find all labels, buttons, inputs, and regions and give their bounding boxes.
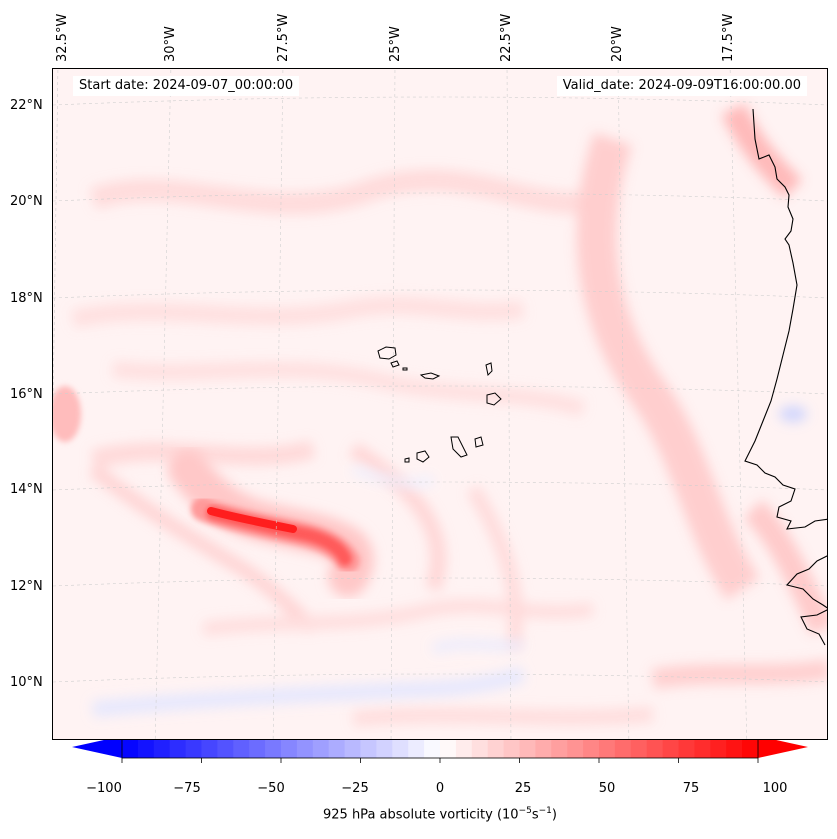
lon-tick-20w: 20°W [610,26,625,62]
colorbar-segment [519,740,536,758]
colorbar-segment [678,740,695,758]
colorbar-segment [487,740,505,758]
lon-tick-25w: 25°W [388,26,403,62]
colorbar-segment [614,740,632,758]
colorbar-segment [567,740,584,758]
weak-negative-vorticity [92,406,807,717]
vorticity-map [53,69,827,739]
colorbar-segment [662,740,679,758]
colorbar-segment [583,740,600,758]
colorbar-segment [424,740,441,758]
lat-tick-22n: 22°N [10,98,43,113]
colorbar-segment [471,740,489,758]
lon-tick-32-5w: 32.5°W [55,13,70,62]
colorbar-segment [360,740,377,758]
lat-tick-12n: 12°N [10,579,43,594]
colorbar [72,740,808,763]
island-santiago [450,436,468,458]
island-maio [474,436,484,448]
cbar-tick-0: 0 [435,781,445,796]
colorbar-segment [169,740,187,758]
african-coastline [744,108,827,646]
colorbar-segment [344,740,361,758]
cbar-tick-minus-25: −25 [341,781,369,796]
cabo-verde-islands [377,346,502,463]
colorbar-segment [408,740,425,758]
lon-tick-27-5w: 27.5°W [276,13,291,62]
island-sao-nicolau [419,372,441,380]
island-sal [485,362,493,377]
map-panel: Start date: 2024-09-07_00:00:00 Valid_da… [52,68,828,740]
cbar-tick-minus-75: −75 [173,781,201,796]
colorbar-segment [599,740,616,758]
colorbar-segment [281,740,298,758]
colorbar-segment [503,740,520,758]
lon-tick-17-5w: 17.5°W [721,13,736,62]
cbar-tick-minus-50: −50 [257,781,285,796]
island-fogo [416,450,430,463]
graticule [53,69,827,739]
lat-tick-14n: 14°N [10,482,43,497]
lat-tick-10n: 10°N [10,675,43,690]
colorbar-ticks [121,758,759,763]
vorticity-background [53,69,827,739]
cbar-tick-25: 25 [514,781,532,796]
colorbar-segment [742,740,759,758]
colorbar-segment [201,740,218,758]
colorbar-segment [185,740,202,758]
colorbar-segment [726,740,743,758]
left-edge-vorticity-spot [53,386,81,442]
colorbar-segment [710,740,727,758]
colorbar-label: 925 hPa absolute vorticity (10−5s−1) [0,806,837,822]
colorbar-segment [551,740,568,758]
cbar-tick-50: 50 [598,781,616,796]
colorbar-segment [440,740,457,758]
island-brava [404,457,410,463]
colorbar-segment [137,740,155,758]
colorbar-segment [455,740,473,758]
colorbar-segment [265,740,282,758]
island-sao-vicente [390,360,400,368]
island-santo-antao [377,346,397,360]
colorbar-label-text: 925 hPa absolute vorticity (10 [323,807,519,823]
colorbar-segment [296,740,314,758]
island-boa-vista [486,392,502,406]
cbar-tick-75: 75 [682,781,700,796]
colorbar-label-end: ) [551,807,557,823]
colorbar-segment [217,740,234,758]
cbar-tick-100: 100 [762,781,788,796]
colorbar-segment [233,740,250,758]
colorbar-extend-min [72,740,122,758]
colorbar-segment [535,740,552,758]
lat-tick-16n: 16°N [10,387,43,402]
colorbar-segment [328,740,346,758]
start-date-label: Start date: 2024-09-07_00:00:00 [73,76,300,96]
lon-tick-30w: 30°W [163,26,178,62]
colorbar-label-mid: s [531,807,539,823]
cbar-tick-minus-100: −100 [86,781,122,796]
lon-tick-22-5w: 22.5°W [499,13,514,62]
colorbar-segment [153,740,171,758]
colorbar-segment [249,740,266,758]
colorbar-extend-max [758,740,808,758]
colorbar-segment [694,740,711,758]
strong-vorticity-band [168,449,374,597]
colorbar-segment [392,740,409,758]
lat-tick-20n: 20°N [10,194,43,209]
colorbar-label-exp2: −1 [538,806,552,816]
colorbar-segment [312,740,330,758]
island-santa-luzia [402,367,408,371]
colorbar-segment [646,740,664,758]
colorbar-segments [122,740,759,758]
valid-date-label: Valid_date: 2024-09-09T16:00:00.00 [556,76,807,96]
colorbar-segment [376,740,393,758]
lat-tick-18n: 18°N [10,291,43,306]
colorbar-segment [630,740,648,758]
colorbar-segment [122,740,139,758]
colorbar-label-exp1: −5 [518,806,532,816]
